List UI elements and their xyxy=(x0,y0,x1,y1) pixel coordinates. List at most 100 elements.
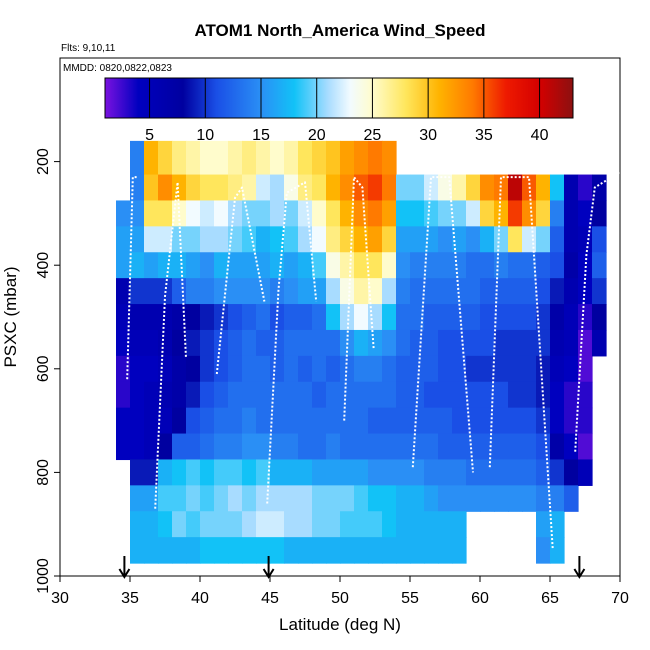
heatmap-cell xyxy=(186,537,201,564)
heatmap-cell xyxy=(326,485,341,512)
heatmap-cell xyxy=(144,226,159,253)
heatmap-cell xyxy=(410,407,425,435)
heatmap-cell xyxy=(494,252,509,279)
heatmap-cell xyxy=(270,304,285,331)
heatmap-cell xyxy=(564,252,579,279)
heatmap-cell xyxy=(186,511,201,538)
heatmap-cell xyxy=(256,433,271,461)
heatmap-cell xyxy=(354,140,369,176)
heatmap-cell xyxy=(200,511,215,538)
heatmap-cell xyxy=(452,174,467,202)
heatmap-cell xyxy=(228,355,243,383)
heatmap-cell xyxy=(480,252,495,279)
heatmap-cell xyxy=(326,252,341,279)
heatmap-cell xyxy=(228,329,243,357)
heatmap-cell xyxy=(424,304,439,331)
heatmap-cell xyxy=(256,252,271,279)
heatmap-cell xyxy=(256,537,271,564)
heatmap-cell xyxy=(242,381,257,409)
heatmap-cell xyxy=(466,226,481,253)
heatmap-cell xyxy=(242,252,257,279)
heatmap-cell xyxy=(144,381,159,409)
heatmap-cell xyxy=(578,459,593,486)
heatmap-cell xyxy=(564,381,579,409)
heatmap-cell xyxy=(144,459,159,486)
heatmap-cell xyxy=(550,381,565,409)
heatmap-cell xyxy=(172,329,187,357)
heatmap-cell xyxy=(242,140,257,176)
heatmap-cell xyxy=(270,537,285,564)
heatmap-cell xyxy=(480,304,495,331)
heatmap-cell xyxy=(550,459,565,486)
heatmap-cells xyxy=(116,140,607,564)
heatmap-cell xyxy=(396,304,411,331)
heatmap-cell xyxy=(382,226,397,253)
heatmap-cell xyxy=(564,407,579,435)
heatmap-cell xyxy=(578,174,593,202)
heatmap-cell xyxy=(550,433,565,461)
heatmap-cell xyxy=(424,329,439,357)
heatmap-cell xyxy=(550,511,565,538)
heatmap-cell xyxy=(452,407,467,435)
heatmap-cell xyxy=(382,174,397,202)
heatmap-cell xyxy=(536,200,551,227)
heatmap-cell xyxy=(172,433,187,461)
heatmap-cell xyxy=(214,304,229,331)
heatmap-cell xyxy=(340,459,355,486)
heatmap-cell xyxy=(186,329,201,357)
heatmap-cell xyxy=(284,200,299,227)
heatmap-cell xyxy=(438,433,453,461)
heatmap-cell xyxy=(438,537,453,564)
heatmap-cell xyxy=(172,278,187,305)
heatmap-cell xyxy=(466,174,481,202)
heatmap-cell xyxy=(228,140,243,176)
heatmap-cell xyxy=(340,252,355,279)
x-tick-label: 40 xyxy=(191,590,209,607)
heatmap-cell xyxy=(382,537,397,564)
heatmap-cell xyxy=(522,459,537,486)
heatmap-cell xyxy=(214,433,229,461)
heatmap-cell xyxy=(270,381,285,409)
heatmap-cell xyxy=(228,278,243,305)
heatmap-cell xyxy=(382,200,397,227)
heatmap-cell xyxy=(200,174,215,202)
heatmap-cell xyxy=(424,381,439,409)
heatmap-cell xyxy=(410,537,425,564)
heatmap-cell xyxy=(200,355,215,383)
heatmap-cell xyxy=(466,485,481,512)
heatmap-cell xyxy=(242,174,257,202)
heatmap-cell xyxy=(158,511,173,538)
heatmap-cell xyxy=(116,226,131,253)
heatmap-cell xyxy=(270,355,285,383)
heatmap-cell xyxy=(116,381,131,409)
heatmap-cell xyxy=(508,226,523,253)
heatmap-cell xyxy=(200,200,215,227)
heatmap-cell xyxy=(242,459,257,486)
heatmap-cell xyxy=(340,433,355,461)
heatmap-cell xyxy=(354,278,369,305)
heatmap-cell xyxy=(186,407,201,435)
heatmap-cell xyxy=(228,433,243,461)
x-axis-label: Latitude (deg N) xyxy=(279,615,401,634)
heatmap-cell xyxy=(158,140,173,176)
heatmap-cell xyxy=(130,433,145,461)
y-axis: 200 400 600 800 1000 xyxy=(35,148,60,594)
heatmap-cell xyxy=(158,174,173,202)
heatmap-cell xyxy=(228,459,243,486)
heatmap-cell xyxy=(354,226,369,253)
flight-track xyxy=(266,181,318,504)
heatmap-cell xyxy=(368,174,383,202)
heatmap-cell xyxy=(186,278,201,305)
heatmap-cell xyxy=(452,304,467,331)
heatmap-cell xyxy=(368,459,383,486)
heatmap-cell xyxy=(340,140,355,176)
heatmap-cell xyxy=(550,252,565,279)
y-tick-label: 200 xyxy=(35,148,52,175)
heatmap-cell xyxy=(214,140,229,176)
heatmap-cell xyxy=(200,278,215,305)
heatmap-cell xyxy=(130,329,145,357)
heatmap-cell xyxy=(452,329,467,357)
flight-track xyxy=(343,176,375,421)
heatmap-cell xyxy=(550,226,565,253)
